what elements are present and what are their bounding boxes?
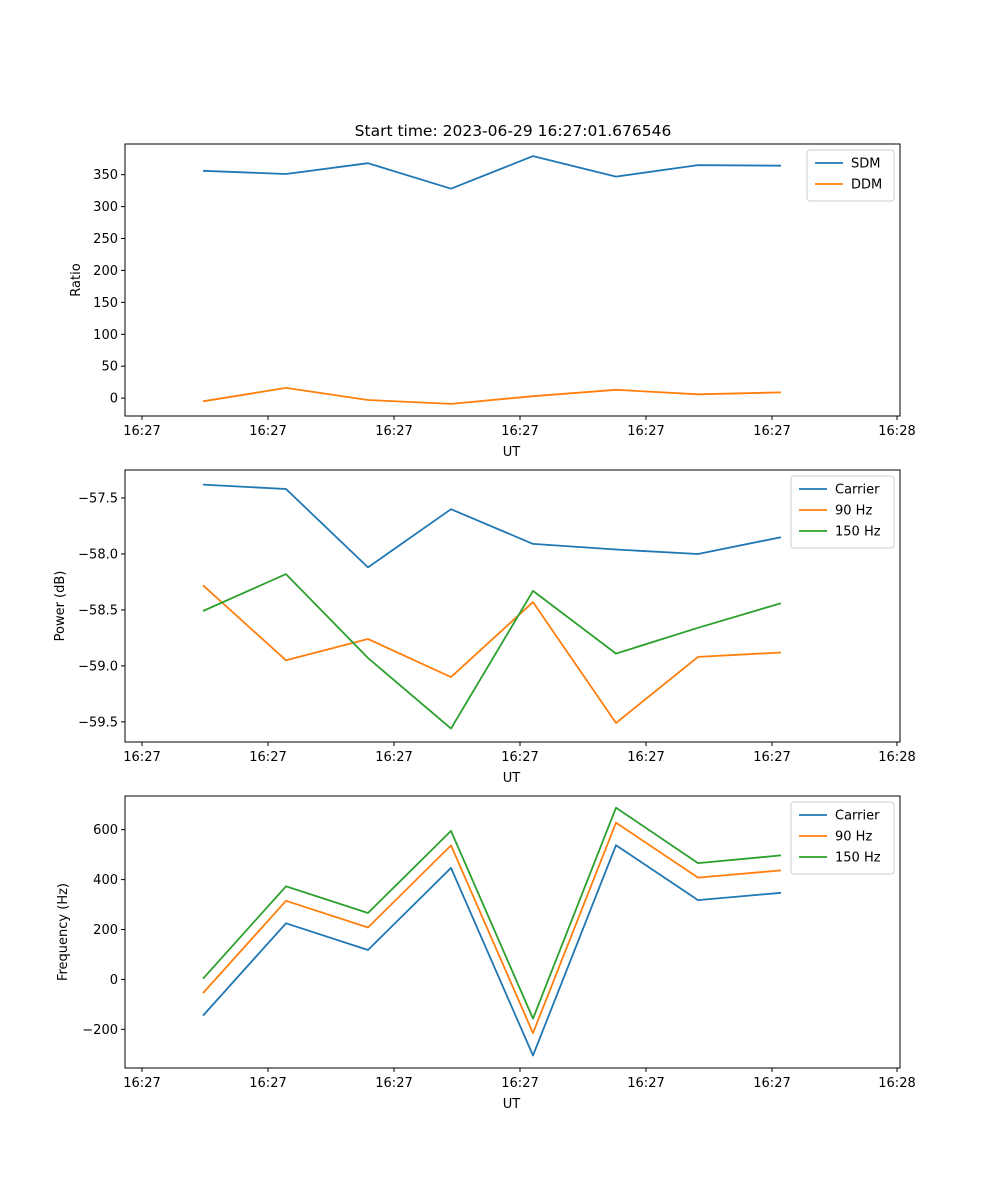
- panel-2: 16:27 16:27 16:27 16:27 16:27 16:27 16:28 −57.5…: [53, 469, 916, 786]
- series-line-sdm: [202, 155, 782, 190]
- legend: Carrier 90 Hz 150 Hz: [790, 475, 895, 549]
- legend-box: [790, 801, 895, 875]
- y-tick-label: 300: [93, 200, 118, 215]
- x-tick-label: 16:27: [375, 750, 412, 765]
- series-line-carrier: [202, 844, 782, 1057]
- x-axis-label: UT: [503, 1097, 521, 1112]
- x-tick-label: 16:27: [375, 1076, 412, 1091]
- x-tick-label: 16:27: [627, 750, 664, 765]
- y-tick-label: 200: [93, 264, 118, 279]
- y-tick-label: −57.5: [78, 491, 118, 506]
- x-axis-label: UT: [503, 771, 521, 786]
- panels: 16:27 16:27 16:27 16:27 16:27 16:27 16:28 0 50 10…: [53, 143, 916, 1112]
- x-tick-label: 16:27: [249, 1076, 286, 1091]
- x-tick-label: 16:27: [249, 424, 286, 439]
- legend-label: 150 Hz: [835, 525, 881, 540]
- y-tick-label: −59.5: [78, 715, 118, 730]
- x-tick-label: 16:28: [878, 424, 915, 439]
- y-tick-label: −200: [82, 1023, 118, 1038]
- x-tick-label: 16:27: [123, 1076, 160, 1091]
- y-tick-label: 0: [110, 973, 118, 988]
- y-tick-label: 0: [110, 392, 118, 407]
- chart-title: Start time: 2023-06-29 16:27:01.676546: [355, 122, 672, 140]
- x-tick-label: 16:27: [249, 750, 286, 765]
- x-tick-label: 16:27: [627, 1076, 664, 1091]
- legend-label: Carrier: [835, 809, 880, 824]
- y-axis-label: Power (dB): [53, 571, 68, 642]
- series-line-carrier: [202, 483, 782, 569]
- x-tick-label: 16:27: [753, 424, 790, 439]
- x-tick-label: 16:27: [627, 424, 664, 439]
- panel-3: 16:27 16:27 16:27 16:27 16:27 16:27 16:28 −200 0…: [56, 795, 916, 1112]
- y-tick-label: 250: [93, 232, 118, 247]
- x-tick-label: 16:28: [878, 1076, 915, 1091]
- legend: SDM DDM: [806, 149, 895, 202]
- y-tick-label: −58.5: [78, 603, 118, 618]
- y-tick-label: 150: [93, 296, 118, 311]
- x-tick-label: 16:27: [753, 750, 790, 765]
- series-line-150-hz: [202, 573, 782, 730]
- legend-label: SDM: [851, 157, 880, 172]
- x-tick-label: 16:27: [123, 750, 160, 765]
- legend-label: 90 Hz: [835, 830, 872, 845]
- y-axis-label: Ratio: [69, 263, 84, 296]
- plot-frame: [124, 795, 901, 1069]
- y-tick-label: 350: [93, 168, 118, 183]
- x-tick-label: 16:27: [501, 750, 538, 765]
- legend: Carrier 90 Hz 150 Hz: [790, 801, 895, 875]
- panel-1: 16:27 16:27 16:27 16:27 16:27 16:27 16:28 0 50 10…: [69, 143, 916, 460]
- series-line-90-hz: [202, 821, 782, 1034]
- y-tick-label: 400: [93, 873, 118, 888]
- y-axis-label: Frequency (Hz): [56, 883, 71, 981]
- y-tick-label: 100: [93, 328, 118, 343]
- y-tick-label: 50: [101, 360, 118, 375]
- legend-label: Carrier: [835, 483, 880, 498]
- legend-label: DDM: [851, 178, 882, 193]
- y-tick-label: −58.0: [78, 547, 118, 562]
- y-tick-label: −59.0: [78, 659, 118, 674]
- x-tick-label: 16:27: [123, 424, 160, 439]
- y-tick-label: 600: [93, 823, 118, 838]
- series-line-150-hz: [202, 806, 782, 1020]
- legend-label: 90 Hz: [835, 504, 872, 519]
- y-tick-label: 200: [93, 923, 118, 938]
- plot-frame: [124, 469, 901, 743]
- x-tick-label: 16:27: [501, 1076, 538, 1091]
- plot-frame: [124, 143, 901, 417]
- series-line-90-hz: [202, 584, 782, 724]
- series-line-ddm: [202, 386, 782, 405]
- x-tick-label: 16:27: [375, 424, 412, 439]
- legend-label: 150 Hz: [835, 851, 881, 866]
- x-tick-label: 16:27: [753, 1076, 790, 1091]
- legend-box: [790, 475, 895, 549]
- x-axis-label: UT: [503, 445, 521, 460]
- x-tick-label: 16:28: [878, 750, 915, 765]
- x-tick-label: 16:27: [501, 424, 538, 439]
